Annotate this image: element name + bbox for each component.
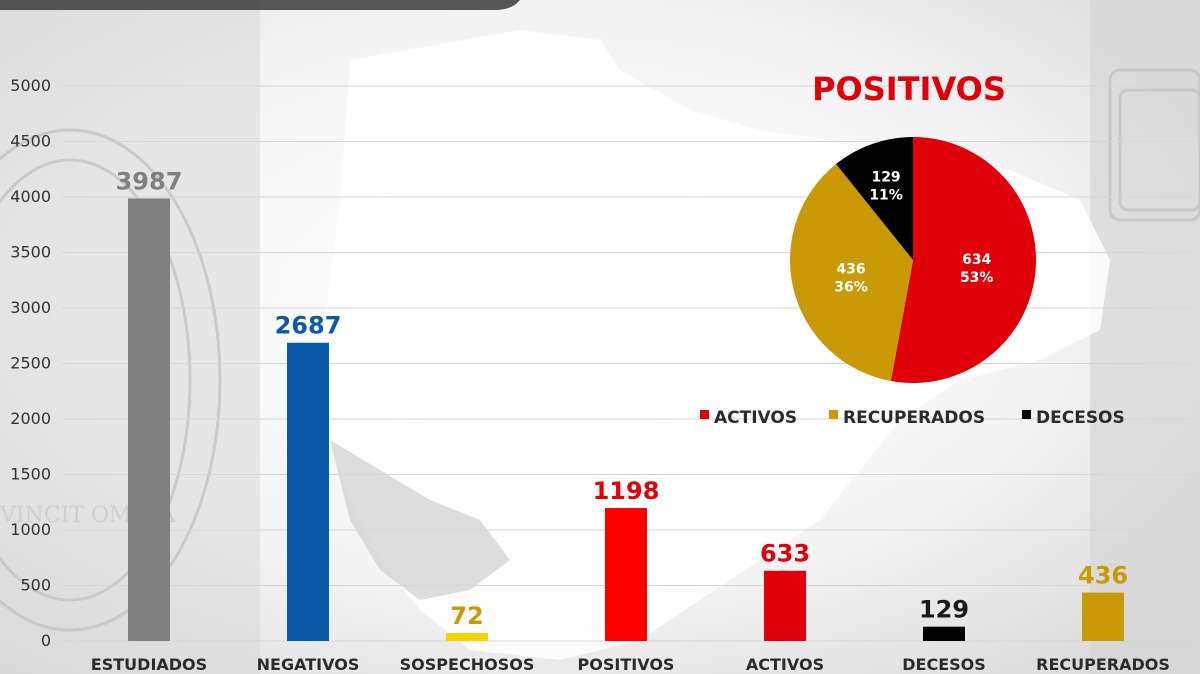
category-label: SOSPECHOSOS <box>400 655 535 674</box>
y-axis: 0 500 1000 1500 2000 2500 3000 3500 4000 4500 5000 <box>10 76 51 650</box>
legend-label: DECESOS <box>1036 408 1125 428</box>
pie-value-label: 436 <box>836 262 865 278</box>
bar-value-label: 129 <box>919 596 969 624</box>
bar-activos <box>764 570 806 641</box>
legend-swatch <box>829 410 838 419</box>
y-tick-label: 2500 <box>10 354 51 373</box>
pie-value-label: 129 <box>871 169 900 185</box>
pie-value-label: 634 <box>962 252 991 268</box>
y-tick-label: 5000 <box>10 76 51 95</box>
bar-sospechosos <box>446 633 488 641</box>
x-axis: ESTUDIADOS NEGATIVOS SOSPECHOSOS POSITIVOS A… <box>91 655 1170 674</box>
bar-value-label: 436 <box>1078 562 1128 590</box>
legend-swatch <box>700 410 709 419</box>
y-tick-label: 0 <box>41 631 51 650</box>
category-label: DECESOS <box>902 655 986 674</box>
y-tick-label: 4000 <box>10 187 51 206</box>
pie-chart: POSITIVOS 634 53% 436 36% 129 11% ACTIVOS RECUPE… <box>700 70 1125 428</box>
category-label: RECUPERADOS <box>1036 655 1170 674</box>
bar-estudiados <box>128 198 170 641</box>
bar-value-label: 3987 <box>116 167 183 195</box>
y-tick-label: 500 <box>20 576 51 595</box>
bar-value-label: 1198 <box>593 477 660 505</box>
legend-label: ACTIVOS <box>714 408 797 428</box>
category-label: POSITIVOS <box>578 655 675 674</box>
pie-slice-decesos <box>836 137 913 260</box>
pie-slice-activos <box>890 137 1036 383</box>
pie-title: POSITIVOS <box>812 70 1006 108</box>
bar-recuperados <box>1082 592 1124 641</box>
y-tick-label: 3000 <box>10 298 51 317</box>
bar-series: 3987 2687 72 1198 633 129 436 <box>116 167 1128 641</box>
y-tick-label: 3500 <box>10 243 51 262</box>
category-label: ACTIVOS <box>746 655 824 674</box>
bar-value-label: 2687 <box>275 312 342 340</box>
bar-value-label: 633 <box>760 540 810 568</box>
pie-percent-label: 36% <box>834 280 868 296</box>
bar-positivos <box>605 508 647 641</box>
y-tick-label: 1500 <box>10 465 51 484</box>
y-tick-label: 4500 <box>10 132 51 151</box>
pie-slice-recuperados <box>790 164 913 381</box>
legend-label: RECUPERADOS <box>843 408 985 428</box>
bar-decesos <box>923 626 965 641</box>
y-tick-label: 2000 <box>10 409 51 428</box>
y-tick-label: 1000 <box>10 520 51 539</box>
pie-percent-label: 53% <box>960 270 994 286</box>
legend-swatch <box>1022 410 1031 419</box>
category-label: ESTUDIADOS <box>91 655 207 674</box>
bar-value-label: 72 <box>450 602 483 630</box>
category-label: NEGATIVOS <box>257 655 360 674</box>
bar-negativos <box>287 342 329 641</box>
pie-percent-label: 11% <box>869 187 903 203</box>
